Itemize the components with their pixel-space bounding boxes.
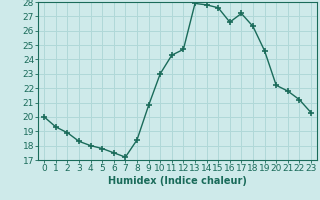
X-axis label: Humidex (Indice chaleur): Humidex (Indice chaleur) <box>108 176 247 186</box>
